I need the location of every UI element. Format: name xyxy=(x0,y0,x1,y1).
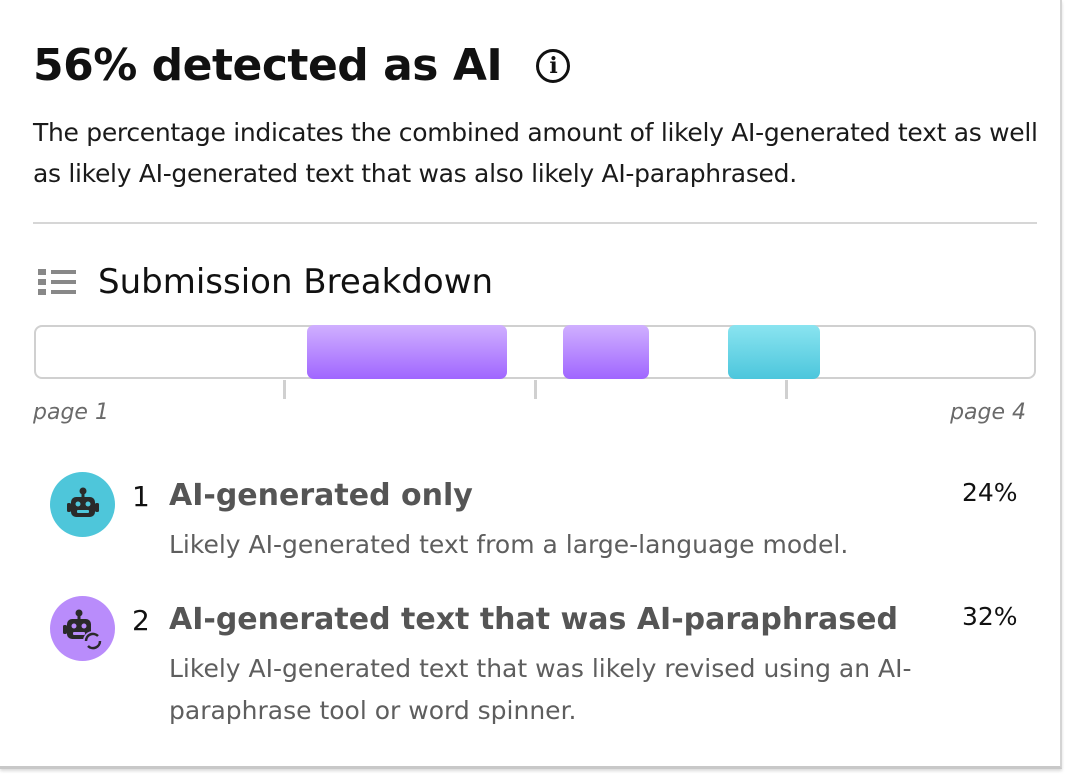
start-page-label: page 1 xyxy=(33,400,109,425)
item-percent: 32% xyxy=(962,602,1018,631)
item-description: Likely AI-generated text from a large-la… xyxy=(169,530,849,559)
robot-icon xyxy=(50,472,115,537)
end-page-label: page 4 xyxy=(950,400,1026,425)
item-title: AI-generated text that was AI-paraphrase… xyxy=(169,602,898,637)
item-number: 1 xyxy=(132,480,150,513)
ai-paraphrased-segment[interactable] xyxy=(563,325,650,379)
page-title: 56% detected as AI i xyxy=(33,40,571,91)
info-icon[interactable]: i xyxy=(536,48,571,83)
submission-breakdown-bar xyxy=(34,325,1036,379)
breakdown-header: Submission Breakdown xyxy=(38,262,493,302)
ai-paraphrased-segment[interactable] xyxy=(306,325,507,379)
breakdown-title: Submission Breakdown xyxy=(98,262,494,302)
divider xyxy=(33,222,1037,224)
robot-paraphrase-icon xyxy=(50,596,115,661)
page-tick xyxy=(283,380,286,399)
ai-generated-segment[interactable] xyxy=(728,325,820,379)
item-description: Likely AI-generated text that was likely… xyxy=(169,654,912,725)
list-icon xyxy=(38,267,76,297)
item-number: 2 xyxy=(132,604,150,637)
page-tick xyxy=(785,380,788,399)
item-percent: 24% xyxy=(962,478,1018,507)
item-title: AI-generated only xyxy=(169,478,473,513)
description: The percentage indicates the combined am… xyxy=(33,118,1038,188)
page-tick xyxy=(534,380,537,399)
title-text: 56% detected as AI xyxy=(33,40,503,91)
ai-detection-card: 56% detected as AI i The percentage indi… xyxy=(0,0,1062,769)
